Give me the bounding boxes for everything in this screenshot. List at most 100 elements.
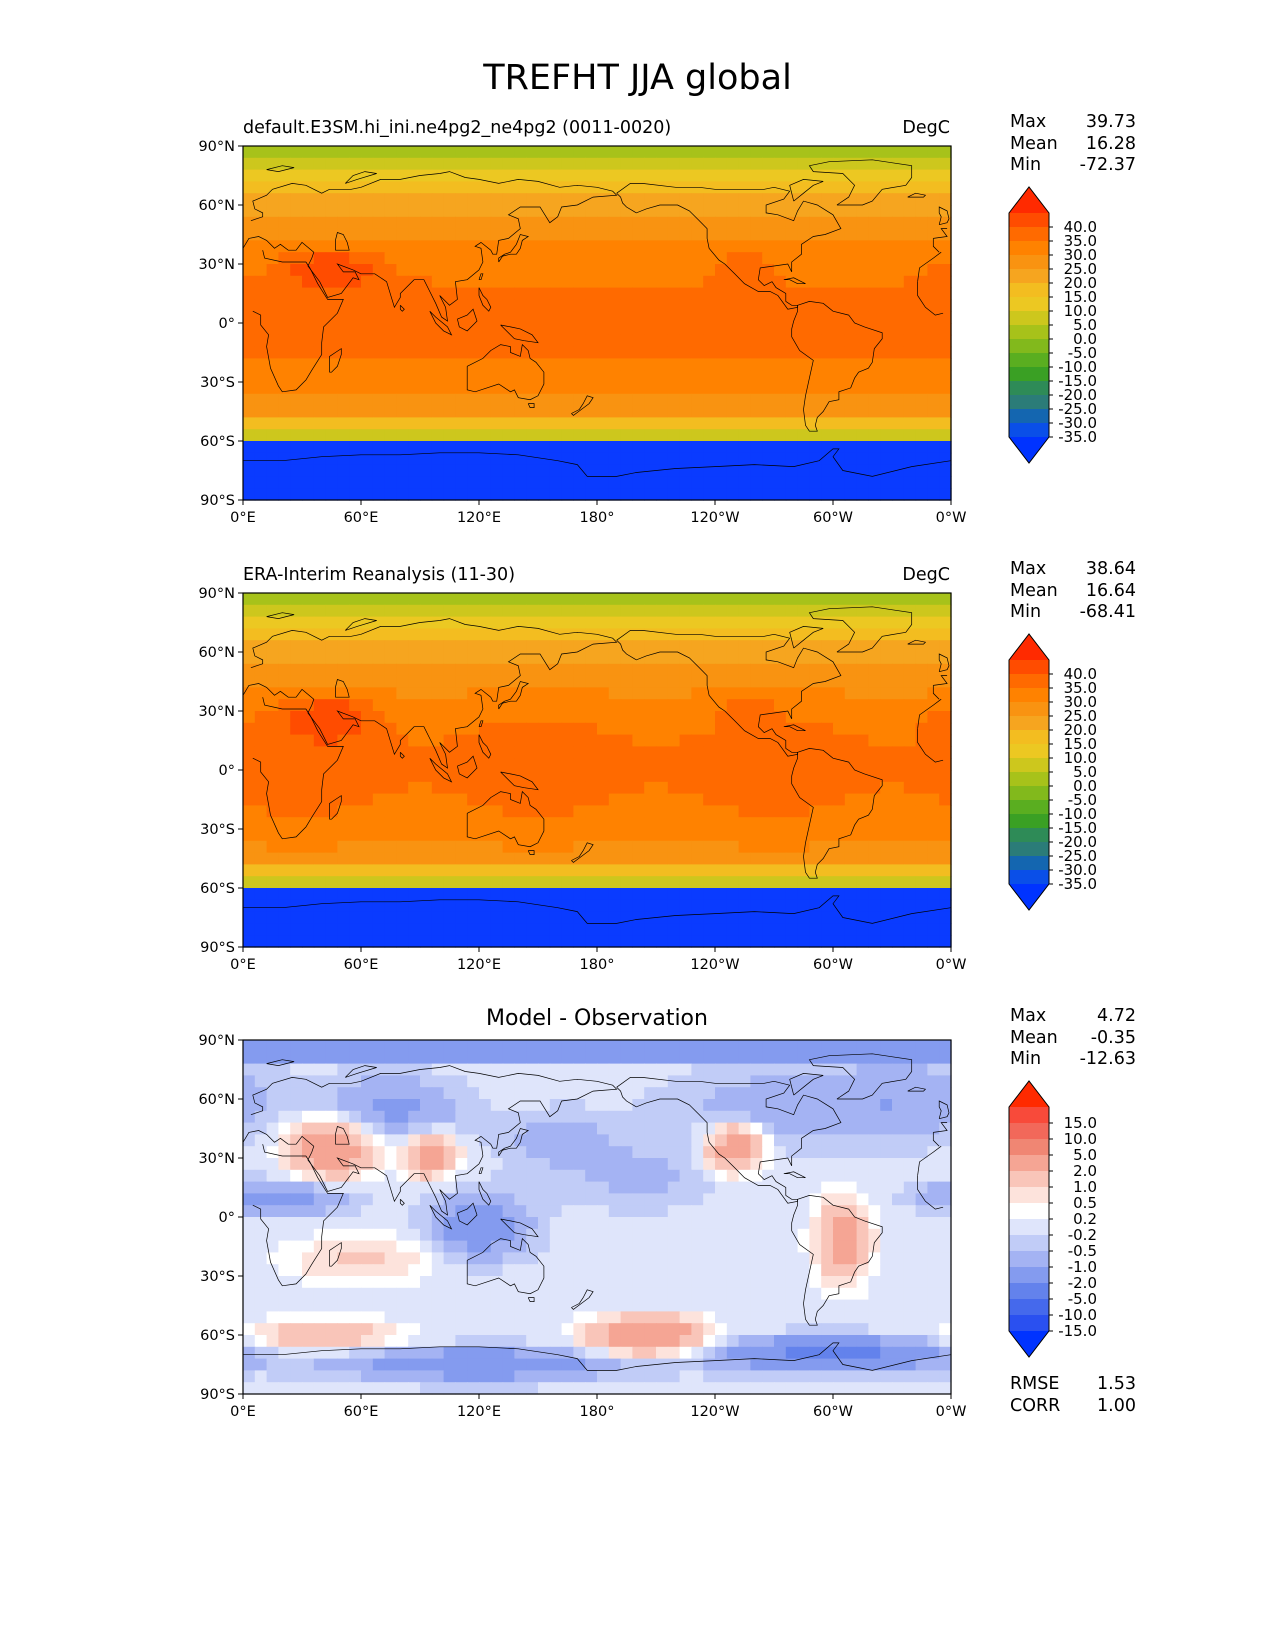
field-cell (762, 323, 775, 336)
field-cell (868, 370, 881, 383)
field-cell (443, 593, 456, 606)
field-cell (455, 358, 468, 371)
field-cell (844, 722, 858, 736)
field-cell (903, 1122, 917, 1135)
field-cell (266, 1040, 279, 1053)
field-cell (467, 911, 480, 924)
panel-units: DegC (902, 118, 950, 138)
field-cell (821, 1181, 834, 1194)
field-cell (644, 216, 657, 230)
field-cell (880, 299, 893, 312)
colorbar-label: 25.0 (1064, 260, 1097, 278)
field-cell (538, 876, 551, 889)
field-cell (868, 181, 881, 194)
field-cell (290, 417, 303, 430)
field-cell (254, 746, 268, 759)
field-cell (868, 299, 881, 312)
field-cell (490, 746, 504, 759)
lon-tick-label: 0°E (230, 957, 256, 973)
field-cell (774, 840, 787, 854)
field-cell (597, 829, 610, 842)
field-cell (290, 346, 303, 359)
field-cell (703, 441, 716, 454)
field-cell (892, 805, 905, 818)
colorbar-swatch (1009, 325, 1049, 340)
field-cell (372, 1087, 386, 1100)
field-cell (903, 888, 917, 901)
field-cell (915, 852, 928, 865)
field-cell (384, 299, 397, 312)
field-cell (431, 628, 445, 641)
field-cell (384, 758, 397, 771)
field-cell (750, 604, 763, 618)
field-cell (372, 805, 386, 818)
field-cell (337, 240, 350, 253)
field-cell (396, 216, 409, 230)
field-cell (266, 1063, 279, 1076)
field-cell (313, 452, 327, 466)
field-cell (396, 911, 409, 924)
field-cell (337, 911, 350, 924)
field-cell (443, 1122, 456, 1135)
field-cell (644, 405, 657, 418)
field-cell (880, 1240, 893, 1253)
field-cell (715, 593, 728, 606)
field-cell (844, 429, 858, 442)
coastline-segment (789, 626, 824, 649)
field-cell (785, 488, 799, 501)
field-cell (726, 205, 740, 218)
field-cell (833, 264, 846, 277)
field-cell (821, 1240, 834, 1253)
field-cell (750, 1110, 763, 1124)
field-cell (549, 1122, 563, 1135)
field-cell (337, 323, 350, 336)
field-cell (785, 699, 799, 712)
field-cell (243, 464, 256, 477)
field-cell (774, 1110, 787, 1124)
field-cell (361, 876, 374, 889)
field-cell (797, 476, 810, 489)
field-cell (349, 275, 362, 289)
field-cell (278, 464, 291, 477)
field-cell (644, 593, 657, 606)
field-cell (703, 1122, 716, 1135)
field-cell (880, 746, 893, 759)
field-cell (915, 240, 928, 253)
field-cell (809, 1205, 822, 1218)
field-cell (384, 476, 397, 489)
field-cell (396, 1040, 409, 1053)
field-cell (833, 628, 846, 641)
field-cell (844, 699, 858, 712)
field-cell (762, 1252, 775, 1265)
field-cell (526, 652, 539, 665)
field-cell (254, 722, 268, 736)
field-cell (585, 252, 598, 265)
field-cell (833, 829, 846, 842)
field-cell (892, 923, 905, 936)
field-cell (290, 746, 303, 759)
field-cell (254, 1122, 268, 1135)
field-cell (384, 393, 397, 407)
field-cell (490, 393, 504, 407)
field-cell (903, 323, 917, 336)
field-cell (372, 817, 386, 830)
field-cell (372, 628, 386, 641)
field-cell (844, 452, 858, 466)
field-cell (254, 240, 268, 253)
colorbar-swatch (1009, 213, 1049, 228)
field-cell (431, 722, 445, 736)
field-cell (632, 1252, 645, 1265)
field-cell (372, 346, 386, 359)
field-cell (243, 840, 256, 854)
field-cell (290, 1264, 303, 1277)
field-cell (396, 275, 409, 289)
field-cell (903, 287, 917, 300)
field-cell (526, 323, 539, 336)
field-cell (431, 1122, 445, 1135)
field-cell (667, 264, 681, 277)
field-cell (384, 817, 397, 830)
field-cell (455, 1075, 468, 1088)
field-cell (290, 228, 303, 241)
field-cell (431, 1252, 445, 1265)
field-cell (266, 1110, 279, 1124)
